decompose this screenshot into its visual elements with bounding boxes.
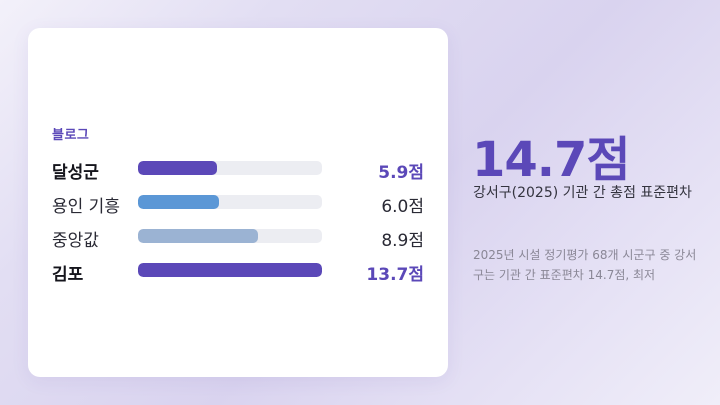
bar-row: 김포 13.7점 (52, 254, 424, 288)
bar-track (138, 195, 322, 209)
bar-label: 중앙값 (52, 231, 99, 251)
bar (138, 161, 218, 175)
bar-label: 용인 기흥 (52, 197, 120, 217)
bar-row: 용인 기흥 6.0점 (52, 186, 424, 220)
bar-row: 달성군 5.9점 (52, 152, 424, 186)
bar-row: 중앙값 8.9점 (52, 220, 424, 254)
bar-label: 김포 (52, 265, 84, 285)
bar-track (138, 263, 322, 277)
bar-label: 달성군 (52, 163, 99, 183)
bar-track (138, 161, 322, 175)
bar-track (138, 229, 322, 243)
bar (138, 195, 219, 209)
bar-value-label: 6.0점 (381, 197, 424, 217)
bar (138, 263, 322, 277)
highlight-note: 2025년 시설 정기평가 68개 시군구 중 강서구는 기관 간 표준편차 1… (473, 248, 697, 282)
highlight-description: 강서구(2025) 기관 간 총점 표준편차 (473, 185, 692, 201)
chart-eyebrow: 블로그 (52, 128, 90, 143)
bar-value-label: 5.9점 (378, 163, 424, 183)
bar-value-label: 8.9점 (381, 231, 424, 251)
bar-value-label: 13.7점 (366, 265, 424, 285)
highlight-value: 14.7점 (472, 132, 631, 188)
bar (138, 229, 258, 243)
